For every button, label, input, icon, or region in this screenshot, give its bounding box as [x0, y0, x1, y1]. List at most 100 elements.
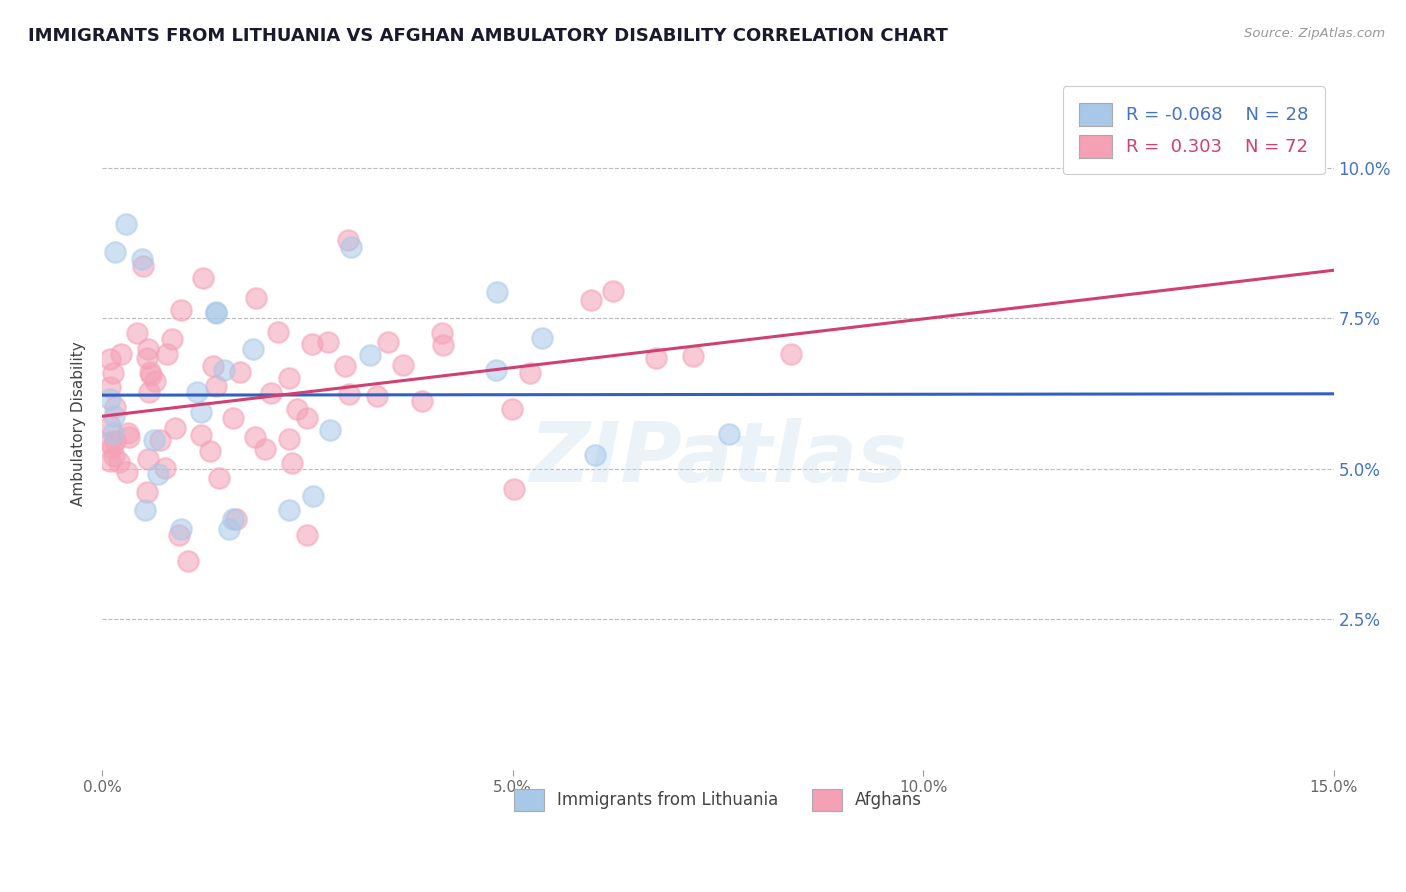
- Point: [104, 434, 127, 448]
- Point: [391, 358, 413, 372]
- Point: [337, 387, 360, 401]
- Point: [208, 471, 231, 485]
- Point: [411, 394, 433, 409]
- Point: [243, 430, 266, 444]
- Point: [100, 434, 122, 449]
- Point: [170, 522, 193, 536]
- Point: [266, 325, 288, 339]
- Point: [176, 553, 198, 567]
- Point: [100, 392, 122, 406]
- Point: [301, 337, 323, 351]
- Point: [191, 271, 214, 285]
- Point: [278, 371, 301, 385]
- Point: [142, 434, 165, 448]
- Point: [245, 291, 267, 305]
- Point: [212, 362, 235, 376]
- Point: [135, 351, 157, 365]
- Point: [260, 386, 283, 401]
- Point: [204, 379, 226, 393]
- Point: [167, 527, 190, 541]
- Point: [222, 512, 245, 526]
- Point: [335, 359, 357, 373]
- Point: [501, 401, 523, 416]
- Point: [602, 284, 624, 298]
- Text: ZIPatlas: ZIPatlas: [529, 417, 907, 499]
- Point: [115, 465, 138, 479]
- Point: [503, 482, 526, 496]
- Point: [201, 359, 224, 374]
- Point: [366, 389, 388, 403]
- Point: [287, 401, 309, 416]
- Point: [485, 285, 508, 299]
- Point: [149, 433, 172, 447]
- Point: [198, 443, 221, 458]
- Point: [780, 347, 803, 361]
- Point: [104, 400, 127, 414]
- Point: [100, 380, 122, 394]
- Point: [162, 332, 184, 346]
- Point: [579, 293, 602, 308]
- Point: [242, 342, 264, 356]
- Y-axis label: Ambulatory Disability: Ambulatory Disability: [72, 342, 86, 506]
- Point: [134, 503, 156, 517]
- Point: [110, 347, 132, 361]
- Point: [155, 460, 177, 475]
- Point: [430, 326, 453, 340]
- Point: [359, 348, 381, 362]
- Point: [145, 374, 167, 388]
- Point: [316, 335, 339, 350]
- Point: [277, 503, 299, 517]
- Point: [432, 338, 454, 352]
- Point: [103, 426, 125, 441]
- Point: [221, 411, 243, 425]
- Point: [336, 233, 359, 247]
- Point: [146, 467, 169, 481]
- Point: [205, 304, 228, 318]
- Point: [186, 384, 208, 399]
- Point: [645, 351, 668, 365]
- Point: [117, 425, 139, 440]
- Point: [169, 303, 191, 318]
- Point: [254, 442, 277, 456]
- Point: [139, 368, 162, 382]
- Point: [100, 351, 122, 366]
- Point: [278, 432, 301, 446]
- Point: [229, 365, 252, 379]
- Point: [118, 430, 141, 444]
- Point: [225, 512, 247, 526]
- Point: [138, 452, 160, 467]
- Point: [530, 331, 553, 345]
- Point: [103, 367, 125, 381]
- Point: [205, 306, 228, 320]
- Point: [103, 409, 125, 423]
- Point: [302, 490, 325, 504]
- Point: [519, 366, 541, 380]
- Point: [100, 418, 122, 433]
- Legend: Immigrants from Lithuania, Afghans: Immigrants from Lithuania, Afghans: [501, 776, 935, 824]
- Point: [485, 363, 508, 377]
- Point: [717, 426, 740, 441]
- Point: [131, 252, 153, 267]
- Point: [131, 259, 153, 273]
- Point: [101, 441, 124, 455]
- Point: [139, 365, 162, 379]
- Text: IMMIGRANTS FROM LITHUANIA VS AFGHAN AMBULATORY DISABILITY CORRELATION CHART: IMMIGRANTS FROM LITHUANIA VS AFGHAN AMBU…: [28, 27, 948, 45]
- Point: [108, 455, 131, 469]
- Point: [377, 334, 399, 349]
- Point: [295, 411, 318, 425]
- Point: [339, 240, 361, 254]
- Point: [138, 384, 160, 399]
- Point: [190, 428, 212, 442]
- Point: [135, 485, 157, 500]
- Point: [156, 347, 179, 361]
- Point: [281, 456, 304, 470]
- Text: Source: ZipAtlas.com: Source: ZipAtlas.com: [1244, 27, 1385, 40]
- Point: [103, 449, 125, 463]
- Point: [104, 245, 127, 260]
- Point: [100, 454, 122, 468]
- Point: [583, 448, 606, 462]
- Point: [114, 217, 136, 231]
- Point: [190, 405, 212, 419]
- Point: [165, 421, 187, 435]
- Point: [136, 342, 159, 356]
